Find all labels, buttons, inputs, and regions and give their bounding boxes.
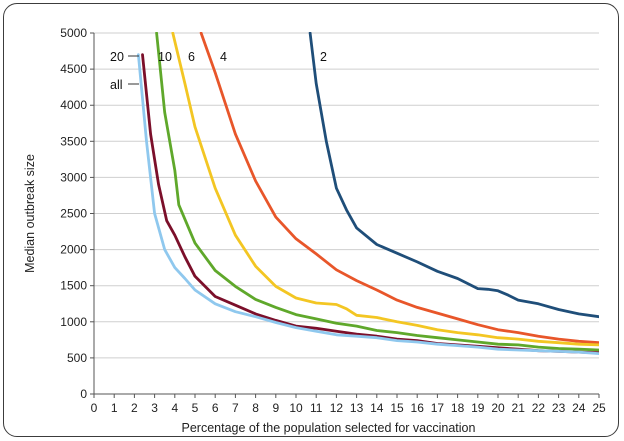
outbreak-size-line-chart: 0 500 1000 1500 2000 2500 3000 3500 4000 4500 5000…: [23, 26, 606, 435]
series-label-all: all: [110, 78, 123, 92]
y-tick-label: 3000: [60, 170, 87, 184]
y-tick-label: 3500: [60, 134, 87, 148]
series-line-10: [155, 32, 599, 352]
x-tick-label: 12: [330, 401, 344, 415]
x-tick-label: 7: [232, 401, 239, 415]
x-tick-label: 0: [91, 401, 98, 415]
x-axis-title: Percentage of the population selected fo…: [182, 421, 476, 435]
y-tick-label: 1500: [60, 279, 87, 293]
series-label-10: 10: [158, 50, 172, 64]
x-tick-label: 24: [572, 401, 586, 415]
y-tick-label: 1000: [60, 315, 87, 329]
series-labels: 2 4 6 10 all 20: [110, 50, 327, 92]
x-tick-label: 8: [252, 401, 259, 415]
x-tick-label: 11: [310, 401, 323, 415]
x-tick-label: 18: [451, 401, 465, 415]
gridlines: [94, 32, 599, 395]
series-line-all: [141, 53, 599, 355]
x-tick-label: 3: [151, 401, 158, 415]
chart-frame: 0 500 1000 1500 2000 2500 3000 3500 4000 4500 5000…: [3, 3, 619, 437]
x-tick-label: 19: [471, 401, 485, 415]
y-tick-label: 4000: [60, 98, 87, 112]
series-label-2: 2: [320, 50, 327, 64]
x-tick-label: 9: [272, 401, 279, 415]
x-tick-label: 15: [390, 401, 404, 415]
series-label-4: 4: [220, 50, 227, 64]
x-tick-label: 1: [111, 401, 118, 415]
x-tick-label: 22: [532, 401, 546, 415]
x-tick-label: 14: [370, 401, 384, 415]
series-label-6: 6: [188, 50, 195, 64]
series-line-2: [308, 32, 599, 319]
x-tick-label: 21: [512, 401, 526, 415]
series-line-6: [171, 32, 599, 347]
x-tick-label: 25: [592, 401, 606, 415]
series-label-20: 20: [110, 50, 124, 64]
x-tick-label: 4: [171, 401, 178, 415]
y-tick-label: 5000: [60, 26, 87, 40]
x-tick-label: 6: [212, 401, 219, 415]
x-tick-label: 23: [552, 401, 566, 415]
series-lines: [137, 32, 599, 355]
y-tick-label: 500: [67, 351, 87, 365]
x-tick-label: 5: [192, 401, 199, 415]
x-tick-label: 2: [131, 401, 138, 415]
series-line-4: [199, 32, 599, 345]
x-tick-label: 16: [411, 401, 425, 415]
y-tick-label: 2000: [60, 243, 87, 257]
x-tick-label: 20: [491, 401, 505, 415]
axes: 0 500 1000 1500 2000 2500 3000 3500 4000 4500 5000…: [60, 26, 606, 415]
y-tick-label: 0: [80, 387, 87, 401]
series-line-20: [137, 53, 599, 355]
x-tick-label: 10: [289, 401, 303, 415]
x-tick-label: 13: [350, 401, 364, 415]
y-tick-label: 4500: [60, 62, 87, 76]
y-tick-label: 2500: [60, 207, 87, 221]
x-tick-label: 17: [431, 401, 445, 415]
y-axis-title: Median outbreak size: [23, 154, 37, 273]
